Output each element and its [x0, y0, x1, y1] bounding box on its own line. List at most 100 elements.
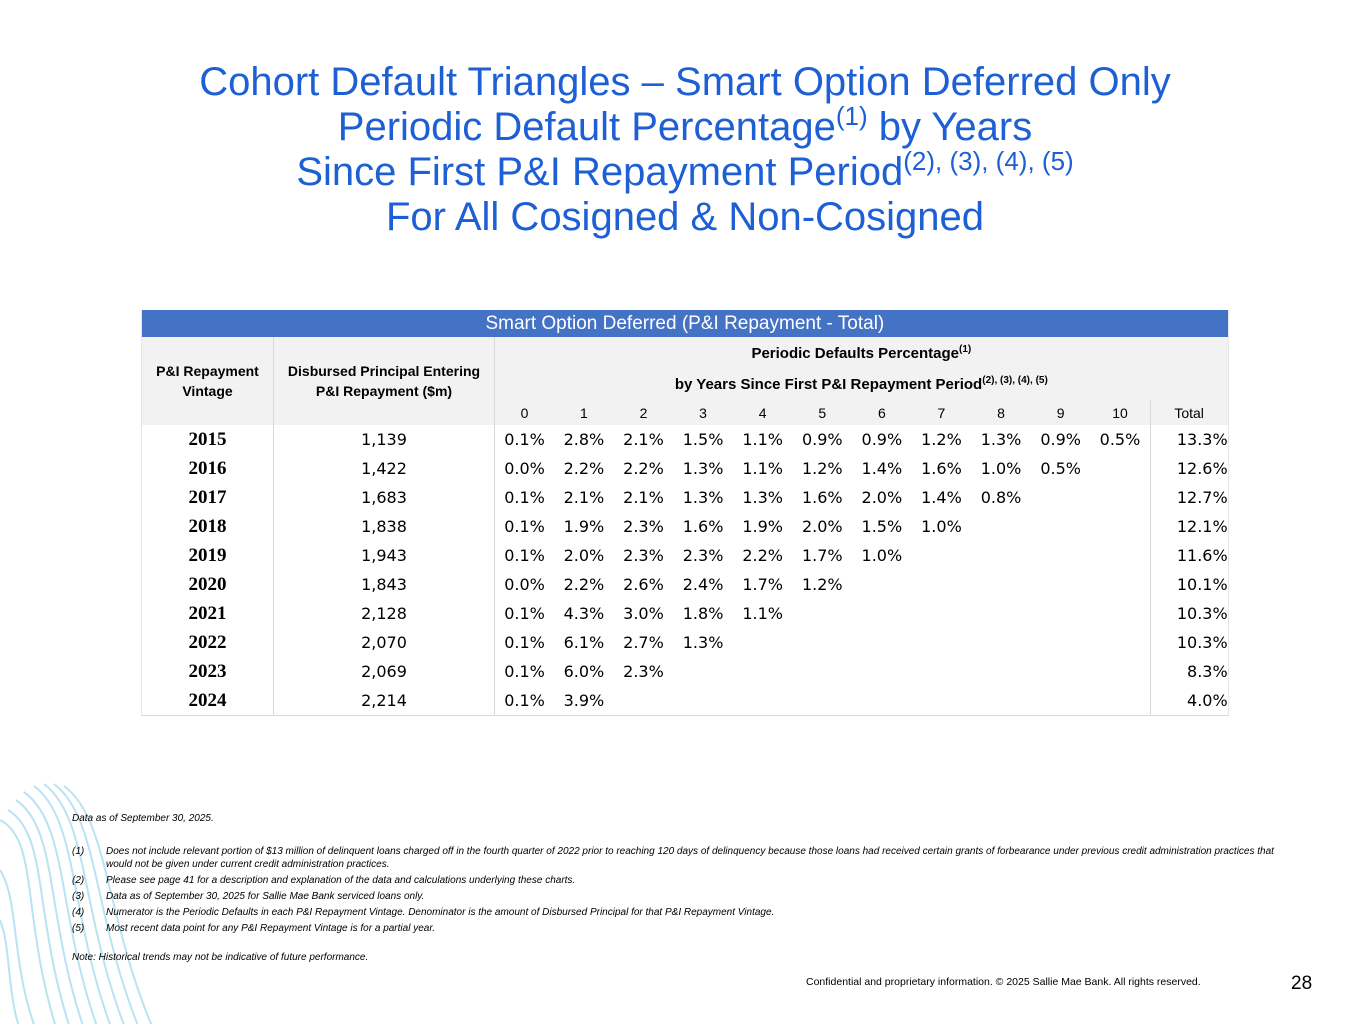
period-value: 2.1% — [623, 430, 664, 449]
period-value: 1.6% — [921, 459, 962, 478]
empty-cell — [912, 541, 972, 570]
period-value: 1.9% — [563, 517, 605, 536]
period-value: 1.1% — [742, 459, 783, 478]
vintage: 2022 — [188, 631, 227, 653]
period-value: 2.2% — [742, 546, 783, 565]
empty-cell — [912, 657, 972, 686]
period-value: 1.3% — [682, 459, 724, 478]
empty-cell — [1031, 483, 1091, 512]
footnote-text: Does not include relevant portion of $13… — [106, 846, 1274, 870]
empty-cell — [971, 570, 1031, 599]
period-value: 1.6% — [801, 488, 843, 507]
total-value: 8.3% — [1149, 657, 1229, 686]
vintage: 2016 — [188, 457, 227, 479]
table-row: 2017 1,683 0.1% 2.1% 2.1% 1.3% 1.3% 1.6% 2.0% 1.4… — [142, 483, 1229, 512]
note: Note: Historical trends may not be indic… — [72, 952, 369, 963]
period-value: 2.8% — [563, 430, 605, 449]
period-value: 4.3% — [563, 604, 605, 623]
total-value: 12.1% — [1149, 512, 1229, 541]
table-row: 2015 1,139 0.1% 2.8% 2.1% 1.5% 1.1% 0.9% 0.9% 1.2… — [142, 425, 1229, 454]
empty-cell — [673, 686, 733, 716]
footnotes: Data as of September 30, 2025. (1) Does n… — [72, 812, 1302, 964]
footnote-text: Data as of September 30, 2025 for Sallie… — [106, 891, 425, 902]
period-value: 0.0% — [494, 570, 555, 599]
empty-cell — [673, 657, 733, 686]
table-row: 2020 1,843 0.0% 2.2% 2.6% 2.4% 1.7% 1.2% 10.1% — [142, 570, 1229, 599]
empty-cell — [613, 686, 674, 716]
data-as-of: Data as of September 30, 2025. — [72, 813, 214, 824]
period-value: 0.9% — [861, 430, 903, 449]
empty-cell — [971, 628, 1031, 657]
empty-cell — [852, 628, 912, 657]
footnote-list: (1) Does not include relevant portion of … — [72, 845, 1302, 935]
period-value: 1.3% — [742, 488, 783, 507]
total-value: 4.0% — [1149, 686, 1229, 716]
empty-cell — [971, 512, 1031, 541]
period-value: 1.7% — [742, 575, 783, 594]
empty-cell — [852, 599, 912, 628]
empty-cell — [971, 657, 1031, 686]
confidential: Confidential and proprietary information… — [806, 976, 1201, 988]
empty-cell — [792, 657, 852, 686]
period-header: 4 — [732, 400, 793, 425]
period-value: 1.6% — [682, 517, 724, 536]
period-value: 1.1% — [742, 604, 783, 623]
period-value: 1.3% — [682, 633, 724, 652]
footnote: (4) Numerator is the Periodic Defaults in… — [72, 906, 1302, 919]
superscript: (2), (3), (4), (5) — [982, 374, 1048, 386]
empty-cell — [1031, 657, 1091, 686]
period-value: 1.8% — [682, 604, 724, 623]
group-header: Periodic Defaults Percentage(1) by Years… — [494, 337, 1229, 400]
period-value: 2.0% — [861, 488, 903, 507]
period-value: 0.5% — [1040, 459, 1081, 478]
column-header: Disbursed Principal Entering P&I Repayme… — [273, 337, 495, 425]
total-value: 10.3% — [1149, 628, 1229, 657]
empty-cell — [733, 628, 793, 657]
period-value: 2.0% — [801, 517, 843, 536]
period-value: 2.4% — [682, 575, 724, 594]
period-value: 2.3% — [623, 662, 664, 681]
default-table: Smart Option Deferred (P&I Repayment - T… — [141, 310, 1229, 716]
table-row: 2024 2,214 0.1% 3.9% 4.0% — [141, 686, 1229, 716]
empty-cell — [1090, 686, 1151, 716]
period-header: 2 — [613, 400, 674, 425]
period-header: 1 — [554, 400, 614, 425]
period-value: 1.4% — [921, 488, 962, 507]
empty-cell — [1090, 541, 1150, 570]
period-value: 2.2% — [563, 575, 605, 594]
total-value: 12.7% — [1149, 483, 1229, 512]
period-value: 2.2% — [563, 459, 605, 478]
period-value: 2.0% — [563, 546, 605, 565]
vintage: 2019 — [188, 544, 227, 566]
total-value: 11.6% — [1149, 541, 1229, 570]
period-value: 1.4% — [861, 459, 903, 478]
period-value: 2.1% — [563, 488, 605, 507]
empty-cell — [1090, 599, 1150, 628]
empty-cell — [1031, 512, 1091, 541]
footnote-marker: (3) — [72, 891, 85, 902]
table-row: 2016 1,422 0.0% 2.2% 2.2% 1.3% 1.1% 1.2% 1.4% 1.6… — [142, 454, 1229, 483]
period-value: 3.9% — [554, 686, 614, 716]
principal: 2,214 — [273, 686, 495, 716]
period-value: 0.1% — [494, 541, 555, 570]
group-header-text: by Years Since First P&I Repayment Perio… — [674, 375, 983, 393]
period-value: 1.0% — [921, 517, 962, 536]
superscript: (1) — [835, 101, 868, 131]
period-value: 1.9% — [742, 517, 783, 536]
principal: 1,139 — [273, 425, 495, 454]
empty-cell — [733, 657, 793, 686]
period-value: 2.2% — [623, 459, 664, 478]
period-value: 2.6% — [623, 575, 664, 594]
principal: 2,069 — [273, 657, 495, 686]
principal: 1,943 — [273, 541, 495, 570]
principal: 2,070 — [273, 628, 495, 657]
period-value: 1.1% — [742, 430, 783, 449]
footnote: (2) Please see page 41 for a description … — [72, 874, 1302, 887]
period-value: 0.8% — [980, 488, 1022, 507]
period-value: 1.2% — [801, 459, 843, 478]
period-header: 9 — [1030, 400, 1091, 425]
empty-cell — [732, 686, 793, 716]
period-value: 0.1% — [494, 425, 555, 454]
table-row: 2021 2,128 0.1% 4.3% 3.0% 1.8% 1.1% 10.3% — [142, 599, 1229, 628]
